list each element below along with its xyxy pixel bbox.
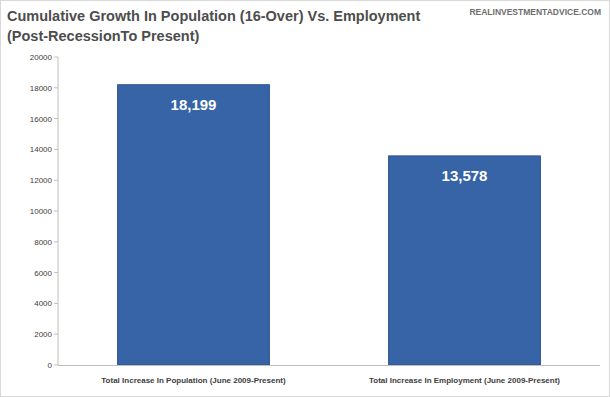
x-tick-label: Total Increase In Population (June 2009-… (101, 376, 286, 385)
y-tick-label: 16000 (30, 115, 53, 124)
y-tick (54, 180, 58, 181)
y-tick (54, 303, 58, 304)
y-tick (54, 272, 58, 273)
watermark: REALINVESTMENTADVICE.COM (469, 7, 601, 17)
data-label: 13,578 (442, 167, 488, 184)
y-tick-label: 8000 (34, 238, 52, 247)
y-tick-label: 14000 (30, 145, 53, 154)
chart: Cumulative Growth In Population (16-Over… (0, 0, 610, 397)
title: Cumulative Growth In Population (16-Over… (7, 8, 420, 24)
y-tick-label: 6000 (34, 269, 52, 278)
x-tick-label: Total Increase In Employment (June 2009-… (369, 376, 560, 385)
y-tick-label: 20000 (30, 53, 53, 62)
chart-frame (1, 1, 610, 397)
y-tick (54, 118, 58, 119)
y-tick (54, 365, 58, 366)
y-tick-label: 4000 (34, 299, 52, 308)
labels: 18,199 Total Increase In Population (June… (101, 96, 560, 385)
y-tick (54, 149, 58, 150)
x-axis-line (58, 365, 600, 366)
y-tick (54, 241, 58, 242)
y-tick-label: 0 (48, 361, 53, 370)
y-tick (54, 87, 58, 88)
y-tick-label: 12000 (30, 176, 53, 185)
y-tick (54, 57, 58, 58)
y-tick (54, 334, 58, 335)
y-tick-label: 10000 (30, 207, 53, 216)
y-tick (54, 211, 58, 212)
subtitle: (Post-RecessionTo Present) (7, 28, 199, 44)
y-tick-label: 18000 (30, 84, 53, 93)
bar (118, 85, 270, 365)
bars (118, 85, 541, 365)
bar (389, 156, 541, 365)
data-label: 18,199 (171, 96, 217, 113)
y-tick-label: 2000 (34, 330, 52, 339)
